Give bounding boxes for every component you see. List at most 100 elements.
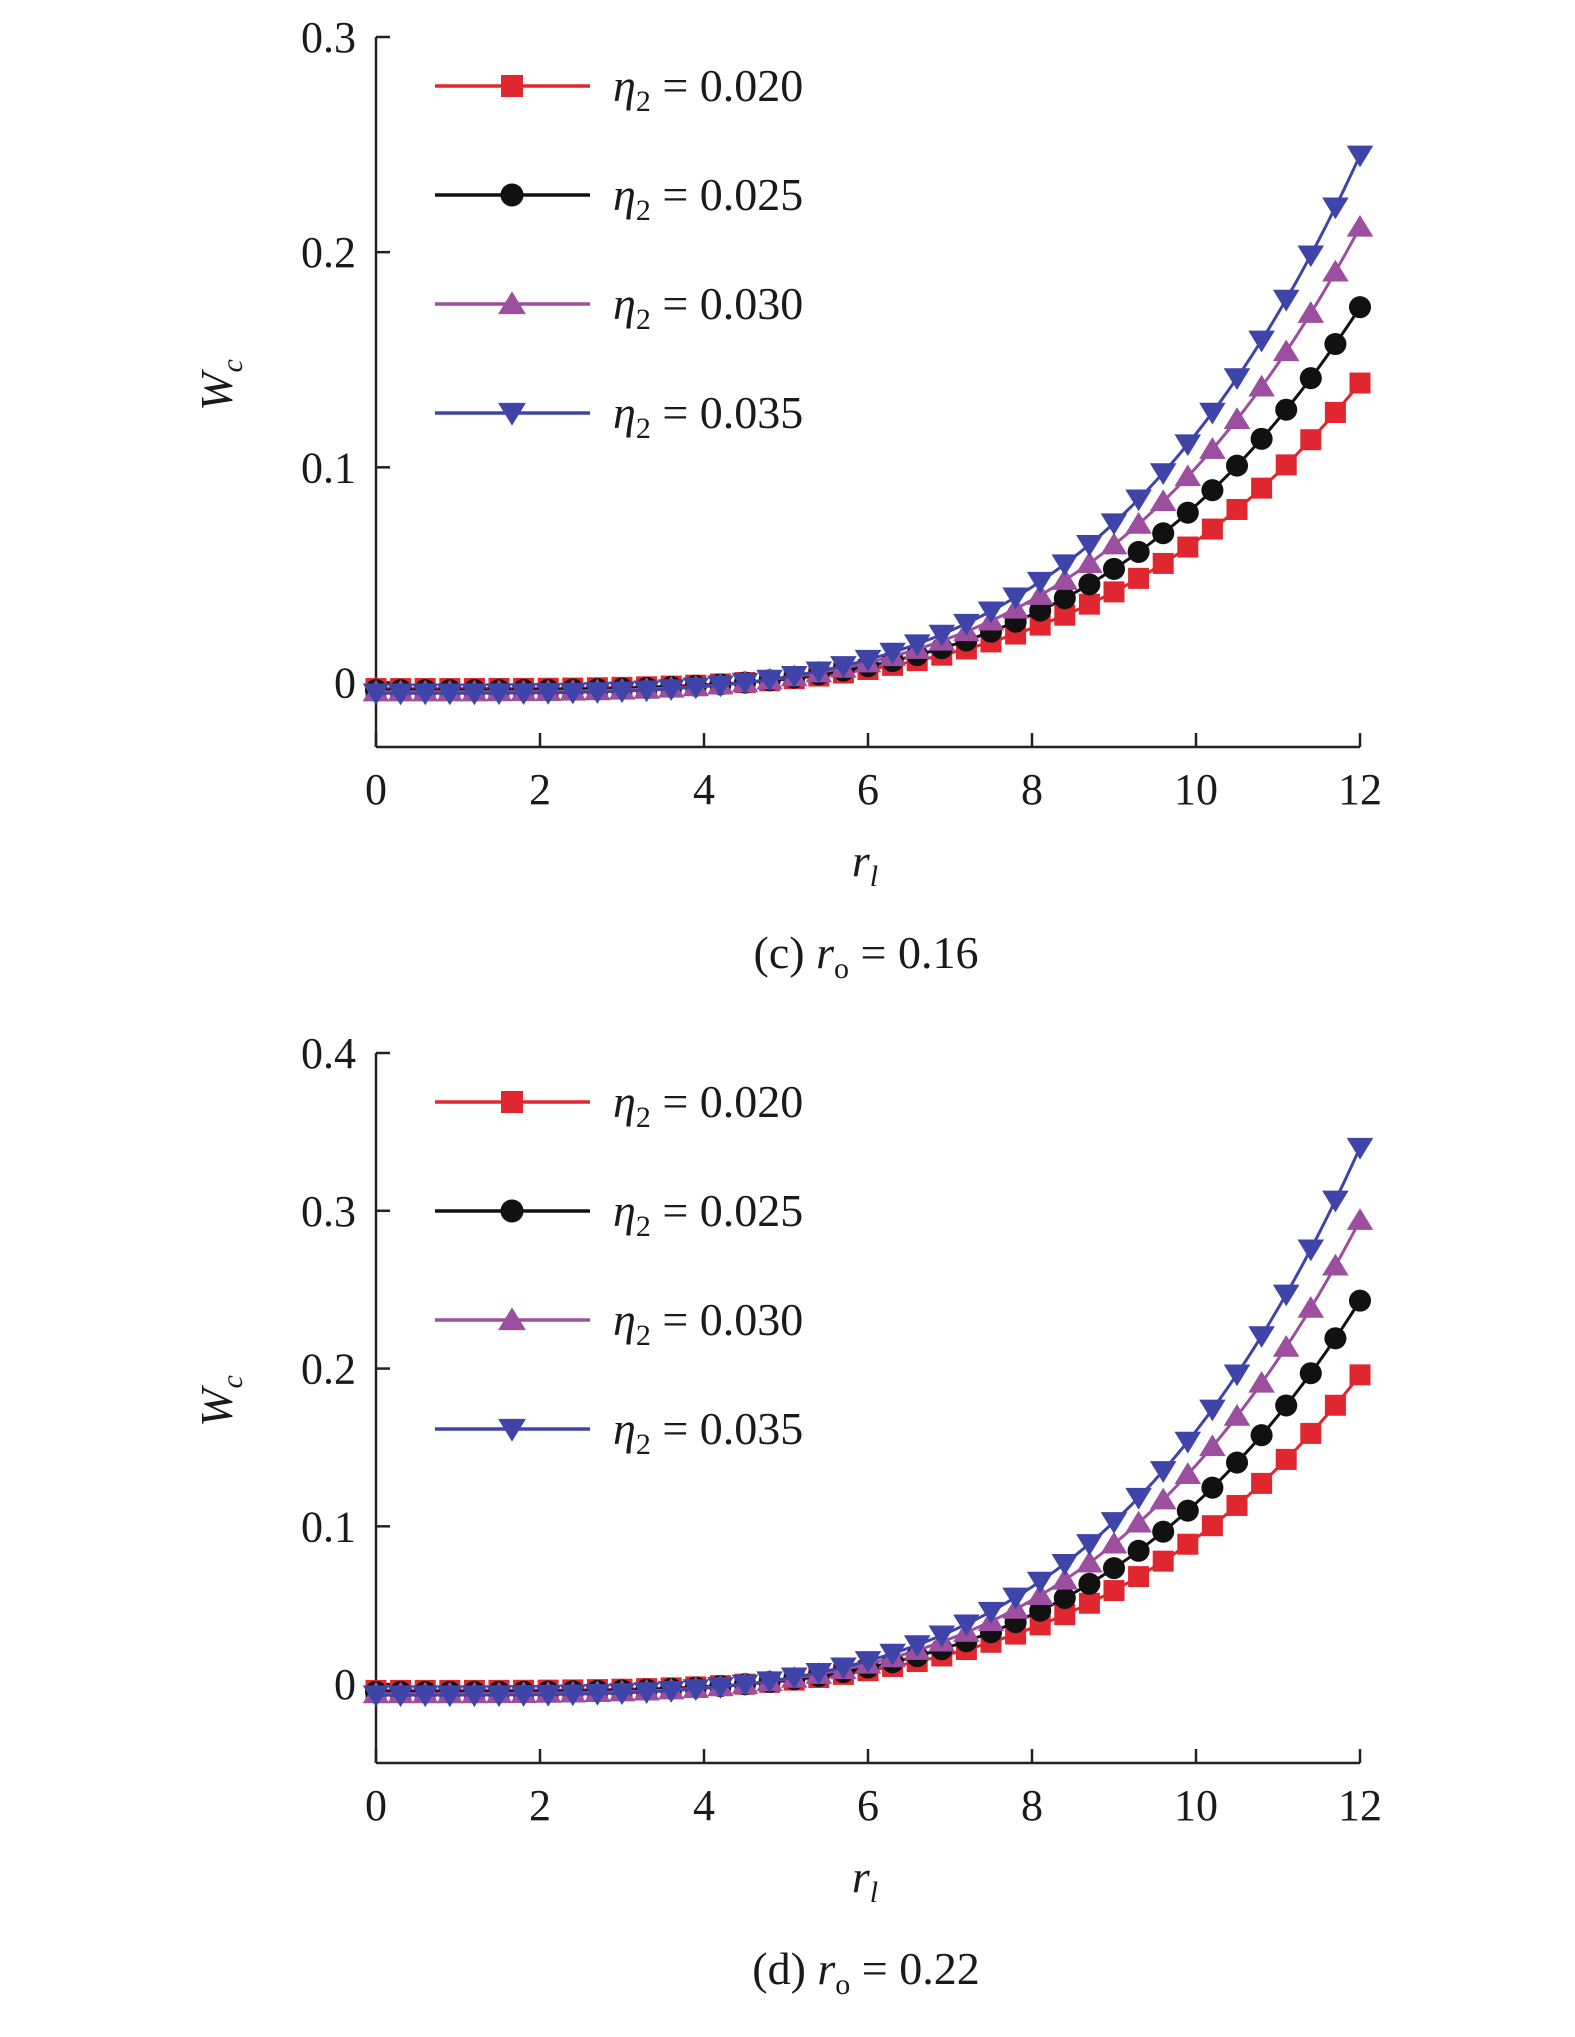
data-point	[1322, 1190, 1349, 1213]
data-point	[756, 669, 783, 692]
data-point	[805, 661, 833, 684]
data-point	[1275, 1448, 1297, 1470]
data-point	[830, 1657, 857, 1680]
y-tick-label: 0.3	[301, 13, 356, 62]
data-point	[1100, 532, 1128, 555]
data-point	[1051, 568, 1079, 590]
data-point	[1174, 464, 1202, 487]
data-point	[461, 683, 488, 706]
y-tick-label: 0.3	[301, 1187, 356, 1236]
data-point	[707, 675, 734, 698]
data-point	[1226, 498, 1248, 520]
series-triangle-down	[362, 145, 1374, 706]
data-point	[584, 682, 611, 704]
data-point	[1346, 1137, 1374, 1160]
y-tick-label: 0.2	[301, 1345, 356, 1394]
data-point	[1299, 367, 1322, 390]
data-point	[1078, 1592, 1100, 1614]
data-point	[1149, 1487, 1177, 1510]
legend-marker	[498, 1307, 526, 1331]
data-point	[1226, 1494, 1248, 1516]
legend-marker	[498, 402, 526, 426]
y-axis-title: Wc	[191, 359, 249, 411]
x-tick-label: 2	[529, 765, 551, 814]
data-point	[756, 1671, 783, 1694]
series-line	[376, 1219, 1362, 1696]
chart-d-svg: 0 0.1 0.2 0.3 0.4 0 2 4 6 8 10 12 Wc rl (d) ro = 0.22 η…	[191, 1029, 1382, 2001]
data-point	[1201, 1476, 1224, 1499]
data-point	[1346, 1208, 1374, 1230]
data-point	[1128, 1566, 1150, 1588]
data-point	[436, 1685, 464, 1708]
legend-label: η2 = 0.025	[613, 1185, 803, 1243]
data-point	[1176, 501, 1199, 524]
data-point	[977, 1601, 1005, 1624]
x-tick-label: 6	[857, 1781, 879, 1830]
data-point	[1152, 552, 1174, 574]
x-tick-label: 6	[857, 765, 879, 814]
data-point	[534, 1684, 562, 1707]
data-point	[1251, 1472, 1273, 1494]
data-point	[1201, 1515, 1223, 1537]
data-point	[879, 1643, 906, 1666]
legend-item: η2 = 0.025	[435, 169, 803, 227]
data-point	[1248, 374, 1275, 397]
data-point	[1152, 1520, 1175, 1543]
data-point	[682, 677, 710, 700]
data-point	[731, 672, 759, 695]
legend-item: η2 = 0.020	[435, 60, 803, 118]
data-point	[1174, 434, 1202, 457]
data-point	[1076, 551, 1103, 574]
x-tick-label: 4	[693, 765, 715, 814]
data-point	[1348, 296, 1372, 319]
legend-item: η2 = 0.030	[435, 1294, 803, 1352]
legend-marker	[500, 1199, 524, 1223]
y-tick-label: 0	[334, 658, 356, 707]
chart-c-svg: 0 0.1 0.2 0.3 0 2 4 6 8 10 12 Wc rl (c) ro = 0.16 η2 =…	[191, 13, 1382, 985]
data-point	[1248, 1326, 1275, 1348]
data-point	[1223, 1404, 1251, 1426]
data-point	[461, 1685, 488, 1708]
data-point	[1053, 587, 1076, 610]
data-point	[1149, 463, 1177, 485]
legend: η2 = 0.020 η2 = 0.025 η2 = 0.030 η2 = 0.035	[435, 1076, 803, 1461]
legend-marker	[501, 1091, 523, 1113]
chart-panel-c: 0 0.1 0.2 0.3 0 2 4 6 8 10 12 Wc rl (c) ro = 0.16 η2 =…	[0, 0, 1575, 1016]
data-point	[780, 666, 808, 688]
data-point	[1201, 479, 1224, 502]
data-point	[1346, 214, 1374, 237]
x-tick-label: 10	[1174, 1781, 1218, 1830]
legend-item: η2 = 0.025	[435, 1185, 803, 1243]
data-point	[1177, 1533, 1199, 1555]
x-axis-title: rl	[852, 1851, 878, 1909]
x-tick-label: 12	[1338, 765, 1382, 814]
legend-item: η2 = 0.035	[435, 387, 803, 445]
data-point	[1297, 1295, 1325, 1318]
data-point	[1053, 1586, 1076, 1610]
x-tick-label: 0	[365, 1781, 387, 1830]
data-point	[1152, 522, 1175, 545]
data-point	[1103, 1580, 1125, 1602]
y-tick-label: 0.1	[301, 1502, 356, 1551]
data-point	[1272, 339, 1300, 362]
data-point	[903, 1635, 931, 1658]
data-point	[977, 601, 1005, 624]
data-point	[1026, 571, 1054, 594]
data-point	[1054, 1604, 1076, 1626]
data-point	[411, 683, 439, 706]
data-point	[1100, 1512, 1128, 1534]
data-point	[1199, 1399, 1226, 1422]
data-point	[1199, 1434, 1226, 1457]
legend-label: η2 = 0.035	[613, 387, 803, 445]
legend-marker	[498, 1418, 526, 1442]
data-point	[1002, 587, 1029, 610]
x-tick-label: 8	[1021, 765, 1043, 814]
panel-caption: (c) ro = 0.16	[754, 927, 979, 985]
x-axis-title: rl	[852, 835, 878, 893]
data-point	[1125, 512, 1152, 534]
data-point	[1152, 1550, 1174, 1572]
legend-item: η2 = 0.020	[435, 1076, 803, 1134]
data-point	[1250, 1424, 1273, 1447]
legend: η2 = 0.020 η2 = 0.025 η2 = 0.030 η2 = 0.035	[435, 60, 803, 445]
data-point	[608, 1683, 636, 1705]
